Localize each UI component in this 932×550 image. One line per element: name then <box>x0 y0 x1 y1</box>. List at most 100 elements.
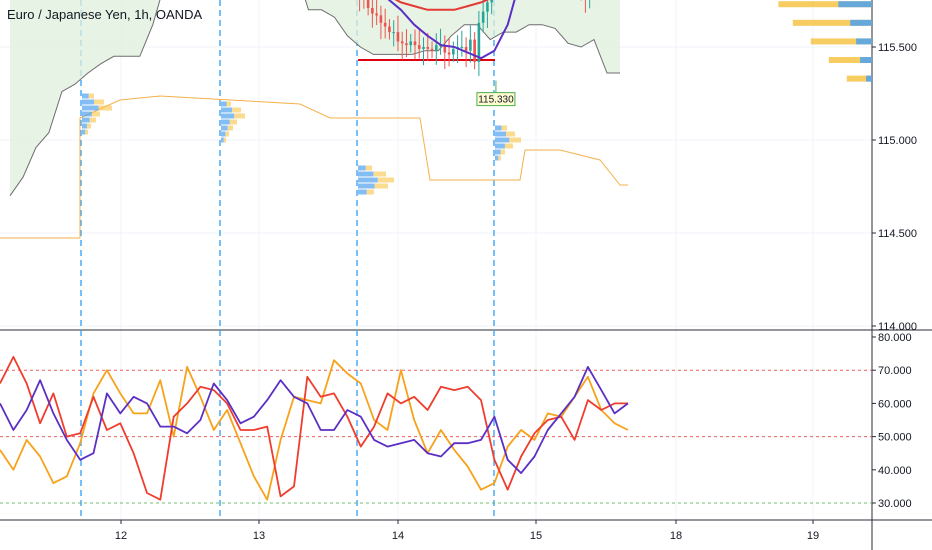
session-volume-bar <box>82 117 90 123</box>
session-volume-bar <box>225 131 229 137</box>
candle-body <box>392 32 395 34</box>
candle-body <box>413 41 417 46</box>
candle-body <box>464 47 468 51</box>
candle-body <box>477 22 481 62</box>
volume-profile-bar <box>866 75 872 82</box>
chart-title: Euro / Japanese Yen, 1h, OANDA <box>7 7 203 22</box>
candle-body <box>469 39 472 51</box>
session-volume-bar <box>358 177 378 183</box>
price-axis-label: 114.000 <box>878 321 917 333</box>
session-volume-bar <box>495 125 502 131</box>
time-axis-label: 13 <box>253 530 265 542</box>
session-volume-bar <box>82 105 99 111</box>
candle-body <box>473 39 476 62</box>
volume-profile-bar <box>778 1 872 8</box>
session-volume-bar <box>358 165 366 171</box>
session-volume-bar <box>366 189 374 195</box>
price-axis-label: 115.000 <box>878 135 917 147</box>
candle-body <box>481 11 485 23</box>
session-volume-bar <box>373 171 386 177</box>
oscillator-axis-label: 30.000 <box>878 498 912 510</box>
session-volume-bar <box>365 165 372 171</box>
time-axis-label: 12 <box>115 530 127 542</box>
oscillator-line-red <box>0 356 628 501</box>
candle-body <box>366 0 370 8</box>
session-volume-bar <box>358 171 374 177</box>
oscillator-axis-label: 40.000 <box>878 465 912 477</box>
oscillator-line-purple <box>0 366 629 474</box>
session-volume-bar <box>495 155 499 161</box>
time-axis-label: 19 <box>807 530 819 542</box>
volume-profile-bar <box>856 38 872 45</box>
baseline-line <box>0 95 628 239</box>
time-axis-label: 15 <box>530 530 542 542</box>
session-volume-bar <box>221 107 232 113</box>
volume-profile-bar <box>792 19 872 26</box>
candle-body <box>417 45 421 49</box>
candle-body <box>452 48 455 55</box>
oscillator-axis-label: 70.000 <box>878 365 912 377</box>
session-volume-bar <box>358 183 375 189</box>
session-volume-bar <box>82 129 86 135</box>
session-volume-bar <box>501 125 507 131</box>
session-volume-bar <box>498 155 501 161</box>
volume-profile-bar <box>810 38 872 45</box>
session-volume-bar <box>358 189 367 195</box>
candle-body <box>400 41 404 44</box>
session-volume-bar <box>82 123 87 129</box>
candle-body <box>430 48 434 51</box>
candle-body <box>490 0 493 3</box>
session-volume-bar <box>86 123 91 129</box>
session-volume-bar <box>221 119 230 125</box>
oscillator-axis-label: 50.000 <box>878 432 912 444</box>
time-axis-label: 18 <box>670 530 682 542</box>
candle-body <box>396 32 400 42</box>
volume-profile-bar <box>828 57 872 64</box>
price-axis-label: 115.500 <box>878 42 917 54</box>
session-volume-bar <box>377 177 394 183</box>
oscillator-axis-label: 80.000 <box>878 332 912 344</box>
volume-profile-bar <box>846 75 872 82</box>
session-volume-bar <box>223 137 226 143</box>
candle-body <box>379 15 383 23</box>
candle-body <box>426 47 430 49</box>
candle-body <box>434 45 438 51</box>
price-annotation-label: 115.330 <box>478 95 514 106</box>
session-volume-bar <box>221 101 227 107</box>
session-volume-bar <box>221 137 224 143</box>
session-volume-bar <box>495 149 501 155</box>
session-volume-bar <box>234 113 245 119</box>
cloud-lower-line <box>9 0 620 197</box>
session-volume-bar <box>229 119 237 125</box>
candle-body <box>371 7 374 14</box>
oscillator-axis-label: 60.000 <box>878 398 912 410</box>
volume-profile-bar <box>860 57 872 64</box>
session-volume-bar <box>506 131 515 137</box>
volume-profile-bar <box>850 19 872 26</box>
session-volume-bar <box>221 125 228 131</box>
candle-body <box>375 13 378 16</box>
session-volume-bar <box>495 137 510 143</box>
candle-body <box>405 43 408 46</box>
session-volume-bar <box>500 149 505 155</box>
session-volume-bar <box>221 113 235 119</box>
session-volume-bar <box>89 117 96 123</box>
candle-body <box>447 52 451 55</box>
candle-body <box>422 47 425 49</box>
price-axis-label: 114.500 <box>878 228 917 240</box>
candle-body <box>443 45 447 53</box>
session-volume-bar <box>91 111 100 117</box>
session-volume-bar <box>82 93 89 99</box>
session-volume-bar <box>94 99 104 105</box>
candle-body <box>409 41 413 46</box>
session-volume-bar <box>82 111 92 117</box>
session-volume-bar <box>495 143 505 149</box>
time-axis-label: 14 <box>392 530 404 542</box>
session-volume-bar <box>374 183 388 189</box>
oscillator-line-orange <box>0 359 629 501</box>
session-volume-bar <box>221 131 226 137</box>
session-volume-bar <box>82 99 95 105</box>
candle-body <box>460 47 464 48</box>
session-volume-bar <box>227 125 233 131</box>
